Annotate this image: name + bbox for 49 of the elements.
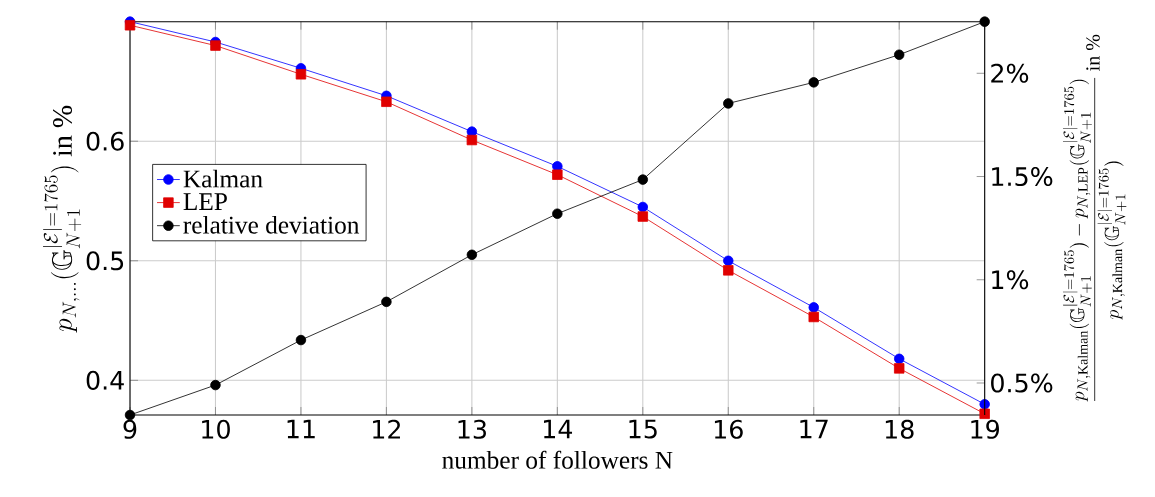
point [295, 69, 307, 80]
x-tick-label: 9 [123, 419, 137, 439]
point [210, 40, 221, 51]
point [637, 174, 649, 185]
x-tick-label: 15 [629, 419, 657, 439]
point [295, 334, 307, 346]
y2-tick-label: 2% [991, 63, 1029, 83]
y-tick-label: 0.6 [86, 131, 124, 151]
x-tick-label: 17 [800, 419, 828, 439]
x-tick-label: 14 [544, 419, 573, 439]
x-tick-label: 12 [373, 419, 400, 439]
y-axis-title: $p_{N,\dots}(\mathbb{G}_{N+1}^{|\mathcal{E}|=1765})\text{ in }\%$ [42, 105, 82, 333]
legend-label: relative deviation [183, 215, 360, 234]
x-tick-label: 18 [885, 419, 914, 439]
point [894, 353, 905, 365]
x-tick-label: 11 [287, 419, 315, 439]
point [808, 311, 819, 323]
point [979, 16, 990, 27]
point [637, 201, 649, 213]
point [637, 211, 649, 222]
y2-tick-label: 1% [992, 270, 1029, 290]
x-tick-label: 16 [714, 419, 743, 439]
x-tick-label: 19 [971, 419, 999, 439]
point [552, 169, 563, 180]
x-tick-label: 10 [202, 419, 230, 439]
point [894, 363, 905, 374]
point [381, 296, 392, 308]
x-axis-title: number of followers N [442, 450, 673, 469]
y-tick-label: 0.4 [86, 370, 124, 390]
legend-label: LEP [183, 193, 227, 210]
legend-label: Kalman [183, 169, 263, 188]
point [808, 302, 819, 313]
point [381, 96, 392, 107]
y2-tick-label: 0.5% [991, 373, 1053, 393]
point [979, 408, 990, 420]
point [466, 134, 478, 146]
x-tick-label: 13 [458, 419, 486, 439]
point [723, 98, 734, 109]
point [723, 255, 734, 266]
point [723, 265, 734, 276]
point [124, 20, 136, 31]
point [894, 49, 905, 60]
y2-axis-title: $\frac{p_{N,\mathrm{Kalman}}(\mathbb{G}_{N+1}^{|\mathcal{E}|=1765})-p_{N,\mathrm{LEP}}(\mathbb{G}_{N+1}^{|\mathcal{E}|=1765})}{p_{N,\mathrm{Kalman}}(\mathbb{G}_{N+1}^{|\mathcal{E}|=1765})}\text{ in }\%$ [1062, 34, 1127, 402]
point [466, 249, 478, 260]
y-tick-label: 0.5 [86, 251, 124, 271]
point [552, 208, 563, 219]
y2-tick-label: 1.5% [992, 166, 1053, 187]
point [808, 77, 819, 88]
point [210, 379, 221, 391]
